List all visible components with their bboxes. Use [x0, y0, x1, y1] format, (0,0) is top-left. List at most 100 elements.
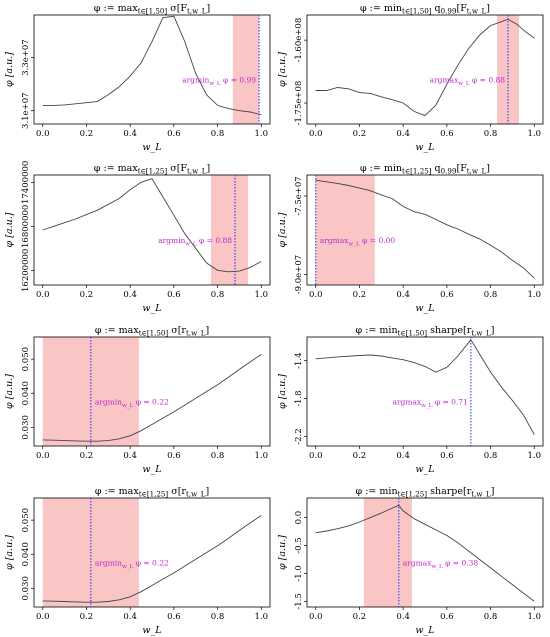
y-axis-label: φ [a.u.]: [277, 535, 288, 570]
axes-frame: [33, 174, 271, 286]
x-tick-label: 0.2: [353, 290, 367, 300]
y-tick-label: -1.0: [294, 565, 304, 581]
x-axis-label: w_L: [142, 464, 161, 475]
chart-title: φ := mint∈[1,25] q0.99[Ft,w_L]: [360, 163, 490, 176]
y-tick-label: 0.040: [21, 381, 31, 405]
optimum-annotation: argminw_L φ = 0.22: [95, 559, 169, 571]
chart-title: φ := maxt∈[1,25] σ[rt,w_L]: [95, 486, 209, 499]
series-line: [315, 504, 535, 602]
x-tick-label: 0.8: [484, 451, 498, 461]
y-tick-label: 0.0: [294, 511, 304, 525]
y-tick-label: -1.4: [294, 353, 304, 369]
x-tick-label: 0.2: [80, 129, 94, 139]
series-line: [315, 18, 535, 117]
chart-title: φ := maxt∈[1,25] σ[Ft,w_L]: [94, 163, 210, 176]
x-tick-label: 1.0: [527, 129, 541, 139]
y-tick-label: 0.030: [21, 415, 31, 439]
optimum-annotation: argmaxw_L φ = 0.38: [403, 559, 479, 571]
series-line: [42, 354, 262, 442]
x-tick-label: 0.0: [309, 612, 323, 622]
y-tick-label: 0.030: [21, 576, 31, 600]
x-tick-label: 0.4: [396, 129, 410, 139]
x-tick-label: 0.6: [440, 290, 454, 300]
y-tick-label: -1.75e+08: [294, 81, 304, 126]
x-tick-label: 0.6: [167, 290, 181, 300]
x-tick-label: 0.8: [211, 290, 225, 300]
x-tick-label: 0.4: [123, 290, 137, 300]
series-line: [42, 515, 262, 603]
optimum-annotation: argminw_L φ = 0.22: [95, 398, 169, 410]
x-tick-label: 0.4: [123, 612, 137, 622]
x-tick-label: 0.4: [123, 129, 137, 139]
y-tick-label: 17400000: [21, 161, 31, 204]
x-axis-label: w_L: [415, 303, 434, 314]
x-tick-label: 0.2: [353, 129, 367, 139]
x-tick-label: 1.0: [527, 451, 541, 461]
x-tick-label: 1.0: [254, 451, 268, 461]
x-tick-label: 0.8: [211, 612, 225, 622]
axes-frame: [306, 174, 544, 286]
x-tick-label: 0.0: [36, 290, 50, 300]
x-tick-label: 0.8: [484, 290, 498, 300]
chart-panel-7: 0.0 0.2 0.4 0.6 0.8 1.0 0.030 0.040 0.050 argminw…: [4, 486, 271, 636]
optimum-annotation: argminw_L φ = 0.88: [158, 236, 232, 248]
x-axis-label: w_L: [415, 464, 434, 475]
series-line: [42, 15, 262, 116]
x-axis-label: w_L: [142, 142, 161, 153]
x-tick-label: 0.8: [484, 129, 498, 139]
y-tick-label: -1.60e+08: [294, 18, 304, 63]
x-tick-label: 0.8: [211, 451, 225, 461]
optimum-annotation: argmaxw_L φ = 0.00: [320, 236, 396, 248]
x-axis-label: w_L: [415, 625, 434, 636]
x-tick-label: 1.0: [254, 290, 268, 300]
chart-panel-1: 0.0 0.2 0.4 0.6 0.8 1.0 3.1e+07 3.3e+07 argminw_…: [4, 3, 271, 153]
y-axis-label: φ [a.u.]: [4, 535, 15, 570]
y-tick-label: -0.5: [294, 537, 304, 553]
axes-frame: [33, 336, 271, 447]
optimum-annotation: argmaxw_L φ = 0.88: [430, 76, 506, 88]
x-tick-label: 0.6: [440, 451, 454, 461]
y-tick-label: 3.1e+07: [21, 92, 31, 128]
chart-panel-4: 0.0 0.2 0.4 0.6 0.8 1.0 -9.0e+07 -7.5e+07 argmax…: [277, 163, 544, 314]
y-tick-label: 16800000: [21, 205, 31, 248]
x-tick-label: 0.2: [353, 451, 367, 461]
y-tick-label: 0.050: [21, 347, 31, 371]
x-tick-label: 0.6: [440, 129, 454, 139]
x-tick-label: 0.2: [353, 612, 367, 622]
highlight-band: [363, 498, 412, 607]
chart-panel-8: 0.0 0.2 0.4 0.6 0.8 1.0 -1.5 -1.0 -0.5 0.0 argmaxw…: [277, 486, 544, 636]
x-tick-label: 0.4: [396, 451, 410, 461]
axes-frame: [306, 336, 544, 447]
x-tick-label: 0.0: [309, 129, 323, 139]
chart-title: φ := maxt∈[1,50] σ[rt,w_L]: [95, 325, 209, 338]
x-tick-label: 0.2: [80, 451, 94, 461]
series-line: [315, 339, 535, 435]
x-tick-label: 0.0: [36, 451, 50, 461]
chart-panel-3: 0.0 0.2 0.4 0.6 0.8 1.0 1620000016800000174000…: [4, 161, 271, 314]
y-tick-label: -2.2: [294, 428, 304, 444]
highlight-band: [211, 175, 249, 285]
optimum-annotation: argminw_L φ = 0.99: [182, 76, 256, 88]
y-tick-label: -1.8: [294, 390, 304, 406]
x-tick-label: 0.0: [36, 129, 50, 139]
y-tick-label: -9.0e+07: [294, 255, 304, 294]
highlight-band: [315, 175, 375, 285]
y-axis-label: φ [a.u.]: [4, 52, 15, 87]
x-tick-label: 1.0: [527, 290, 541, 300]
x-tick-label: 0.4: [123, 451, 137, 461]
x-tick-label: 0.4: [396, 290, 410, 300]
x-axis-label: w_L: [142, 303, 161, 314]
y-axis-label: φ [a.u.]: [4, 374, 15, 409]
x-tick-label: 0.0: [309, 451, 323, 461]
axes-frame: [306, 14, 544, 125]
x-tick-label: 1.0: [254, 612, 268, 622]
chart-title: φ := mint∈[1,50] sharpe[rt,w_L]: [356, 325, 495, 338]
chart-panel-2: 0.0 0.2 0.4 0.6 0.8 1.0 -1.75e+08 -1.60e+08 argm…: [277, 3, 544, 153]
x-tick-label: 0.4: [396, 612, 410, 622]
optimum-annotation: argmaxw_L φ = 0.71: [392, 398, 467, 410]
series-line: [42, 178, 262, 273]
y-tick-label: 16200000: [21, 249, 31, 292]
x-tick-label: 0.6: [440, 612, 454, 622]
chart-panel-5: 0.0 0.2 0.4 0.6 0.8 1.0 0.030 0.040 0.050 argminw…: [4, 325, 271, 475]
